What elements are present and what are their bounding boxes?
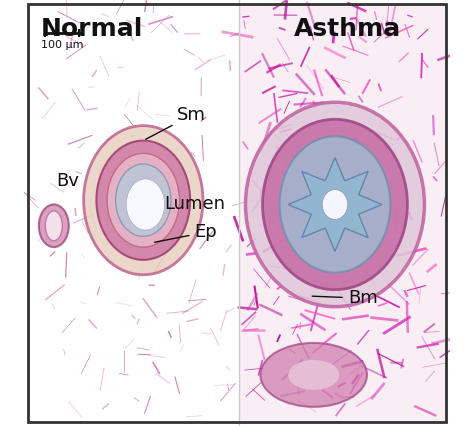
Text: Bv: Bv [56,172,79,190]
Text: Sm: Sm [146,106,206,139]
Ellipse shape [116,164,171,236]
Text: Ep: Ep [155,223,217,242]
Ellipse shape [83,126,203,275]
Text: Normal: Normal [41,17,143,41]
Ellipse shape [46,211,63,241]
Text: Lumen: Lumen [164,196,226,213]
Polygon shape [288,158,382,251]
Ellipse shape [39,204,69,247]
Ellipse shape [280,136,391,273]
Bar [28,4,239,422]
Ellipse shape [96,141,190,260]
Text: 100 μm: 100 μm [41,40,83,50]
Ellipse shape [322,190,348,219]
Text: Asthma: Asthma [294,17,401,41]
Ellipse shape [260,343,367,407]
Bar [239,4,448,422]
Ellipse shape [126,179,164,230]
Ellipse shape [246,102,424,307]
Ellipse shape [288,360,339,390]
Ellipse shape [107,153,180,247]
Text: Bm: Bm [312,289,377,307]
Ellipse shape [263,119,407,290]
